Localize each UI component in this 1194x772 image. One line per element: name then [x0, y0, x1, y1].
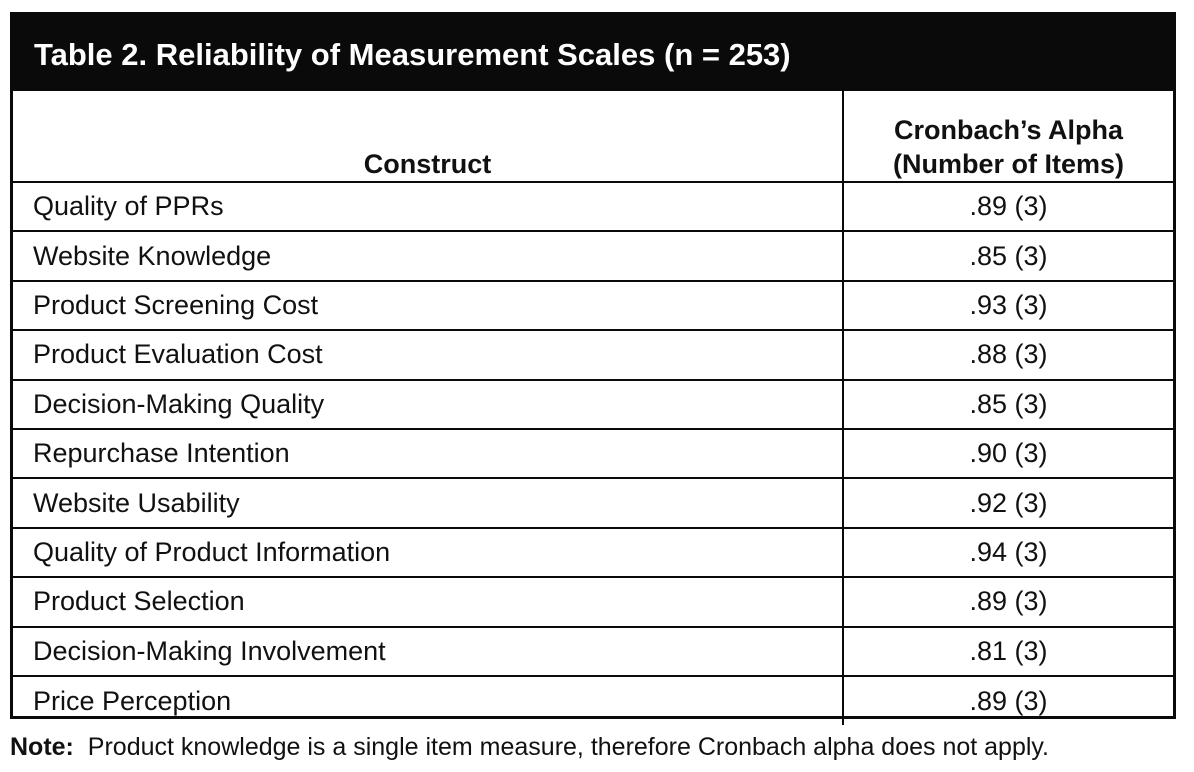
construct-cell: Price Perception — [13, 674, 844, 726]
table-title: Table 2. Reliability of Measurement Scal… — [13, 15, 1173, 91]
table-row: Website Knowledge .85 (3) — [13, 230, 1173, 282]
construct-header: Construct — [13, 91, 844, 183]
construct-cell: Product Selection — [13, 576, 844, 628]
alpha-header-line2: (Number of Items) — [892, 149, 1125, 179]
table-row: Website Usability .92 (3) — [13, 477, 1173, 529]
construct-cell: Website Usability — [13, 477, 844, 529]
alpha-cell: .88 (3) — [842, 329, 1173, 381]
construct-cell: Quality of PPRs — [13, 180, 844, 233]
table-row: Repurchase Intention .90 (3) — [13, 427, 1173, 480]
alpha-cell: .85 (3) — [842, 230, 1173, 282]
alpha-cell: .85 (3) — [842, 378, 1173, 430]
alpha-cell: .90 (3) — [842, 427, 1173, 480]
table-row: Decision-Making Involvement .81 (3) — [13, 625, 1173, 677]
header-row: Construct Cronbach’s Alpha (Number of It… — [13, 91, 1173, 183]
alpha-cell: .89 (3) — [842, 576, 1173, 628]
construct-header-label: Construct — [363, 149, 492, 179]
table-row: Quality of Product Information .94 (3) — [13, 526, 1173, 579]
construct-cell: Product Screening Cost — [13, 279, 844, 332]
construct-cell: Repurchase Intention — [13, 427, 844, 480]
construct-cell: Product Evaluation Cost — [13, 329, 844, 381]
alpha-cell: .81 (3) — [842, 625, 1173, 677]
table-row: Price Perception .89 (3) — [13, 674, 1173, 726]
note-text: Product knowledge is a single item measu… — [87, 733, 1050, 761]
table-row: Decision-Making Quality .85 (3) — [13, 378, 1173, 430]
table-row: Product Screening Cost .93 (3) — [13, 279, 1173, 332]
table-note: Note: Product knowledge is a single item… — [10, 733, 1049, 762]
alpha-cell: .89 (3) — [842, 674, 1173, 726]
table-row: Quality of PPRs .89 (3) — [13, 180, 1173, 233]
table-row: Product Evaluation Cost .88 (3) — [13, 329, 1173, 381]
construct-cell: Decision-Making Quality — [13, 378, 844, 430]
alpha-cell: .89 (3) — [842, 180, 1173, 233]
note-label: Note: — [10, 733, 74, 761]
construct-cell: Decision-Making Involvement — [13, 625, 844, 677]
construct-cell: Quality of Product Information — [13, 526, 844, 579]
alpha-header: Cronbach’s Alpha (Number of Items) — [842, 91, 1173, 183]
alpha-cell: .93 (3) — [842, 279, 1173, 332]
table-row: Product Selection .89 (3) — [13, 576, 1173, 628]
reliability-table: Table 2. Reliability of Measurement Scal… — [10, 12, 1176, 726]
alpha-cell: .92 (3) — [842, 477, 1173, 529]
alpha-cell: .94 (3) — [842, 526, 1173, 579]
construct-cell: Website Knowledge — [13, 230, 844, 282]
scales-table: Construct Cronbach’s Alpha (Number of It… — [13, 91, 1173, 726]
alpha-header-line1: Cronbach’s Alpha — [893, 115, 1124, 145]
